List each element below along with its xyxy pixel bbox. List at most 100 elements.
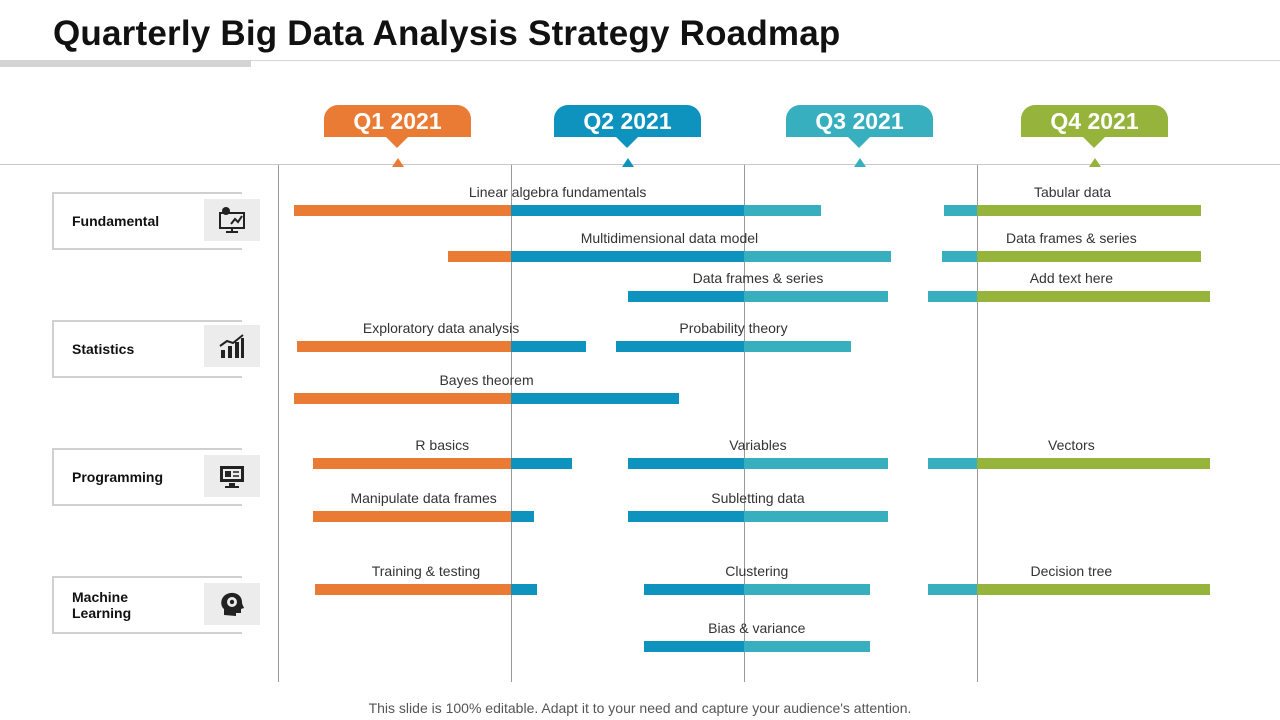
task-bar [312, 511, 535, 522]
task-bar-segment-q2 [510, 341, 586, 352]
task-bar-segment-q2 [510, 458, 572, 469]
task-bar-segment-q1 [296, 341, 511, 352]
task-bar-segment-q1 [448, 251, 511, 262]
task-bar-segment-q4 [976, 251, 1201, 262]
task-bar-segment-q2 [643, 641, 744, 652]
task-label: Manipulate data frames [350, 490, 497, 506]
task-bar-segment-q4 [976, 291, 1210, 302]
task-bar [944, 205, 1201, 216]
quarter-marker-icon [622, 158, 634, 167]
task-bar [627, 291, 889, 302]
task-label: Vectors [1048, 437, 1095, 453]
task-bar-segment-q2 [510, 584, 537, 595]
task-bar-segment-q3 [928, 584, 977, 595]
quarter-tag: Q1 2021 [324, 105, 471, 137]
category-label: Fundamental [72, 213, 160, 229]
task-label: Training & testing [371, 563, 481, 579]
task-bar-segment-q3 [743, 205, 821, 216]
task-bar-segment-q2 [510, 251, 744, 262]
category-label: Statistics [72, 341, 135, 357]
task-bar [643, 641, 870, 652]
task-bar-segment-q3 [744, 291, 889, 302]
quarter-tag-pointer [1083, 137, 1105, 148]
task-bar [294, 393, 679, 404]
task-bar [294, 205, 821, 216]
title-divider [0, 60, 1280, 61]
task-bar-segment-q3 [743, 641, 870, 652]
title-accent-bar [0, 61, 251, 67]
timeline-header-rule [0, 164, 1280, 165]
task-bar [942, 251, 1201, 262]
task-bar [296, 341, 586, 352]
task-bar-segment-q2 [627, 291, 744, 302]
task-label: Decision tree [1030, 563, 1113, 579]
task-label: Exploratory data analysis [362, 320, 520, 336]
task-bar [315, 584, 537, 595]
task-label: Data frames & series [692, 270, 824, 286]
quarter-tag-pointer [848, 137, 870, 148]
category-label: Programming [72, 469, 164, 485]
brain-gear-icon [204, 583, 260, 625]
task-bar [643, 584, 870, 595]
task-bar [627, 458, 889, 469]
task-bar-segment-q4 [976, 205, 1201, 216]
task-label: Data frames & series [1006, 230, 1137, 246]
timeline-left-gridline [278, 165, 279, 682]
task-bar-segment-q2 [510, 205, 744, 216]
quarter-marker-icon [1089, 158, 1101, 167]
task-bar-segment-q1 [312, 458, 511, 469]
task-bar [627, 511, 889, 522]
task-bar-segment-q1 [315, 584, 511, 595]
task-bar-segment-q2 [627, 458, 744, 469]
task-bar-segment-q3 [942, 251, 977, 262]
task-bar-segment-q4 [976, 584, 1210, 595]
task-bar [928, 291, 1215, 302]
task-bar-segment-q4 [976, 458, 1210, 469]
q3-q4-gridline [977, 165, 978, 682]
q1-q2-gridline [511, 165, 512, 682]
task-bar-segment-q2 [643, 584, 744, 595]
task-bar [448, 251, 891, 262]
task-bar-segment-q2 [510, 511, 535, 522]
quarter-tag: Q3 2021 [786, 105, 933, 137]
task-bar-segment-q1 [312, 511, 511, 522]
task-bar [615, 341, 852, 352]
task-bar-segment-q3 [743, 584, 870, 595]
task-label: Subletting data [711, 490, 805, 506]
task-label: Probability theory [679, 320, 788, 336]
quarter-tag-pointer [616, 137, 638, 148]
task-bar-segment-q3 [743, 251, 891, 262]
quarter-marker-icon [392, 158, 404, 167]
task-bar-segment-q2 [627, 511, 744, 522]
task-bar-segment-q3 [928, 458, 977, 469]
task-label: Variables [729, 437, 787, 453]
q2-q3-gridline [744, 165, 745, 682]
task-bar-segment-q3 [944, 205, 977, 216]
analytics-monitor-icon [204, 199, 260, 241]
task-bar [312, 458, 572, 469]
category-label: Machine Learning [72, 589, 132, 621]
quarter-marker-icon [854, 158, 866, 167]
task-label: Bayes theorem [439, 372, 534, 388]
task-label: Tabular data [1033, 184, 1112, 200]
task-bar-segment-q3 [744, 511, 889, 522]
task-label: Bias & variance [708, 620, 806, 636]
quarter-tag-pointer [386, 137, 408, 148]
task-label: R basics [415, 437, 470, 453]
task-bar [928, 584, 1215, 595]
task-bar-segment-q1 [294, 393, 511, 404]
quarter-tag: Q4 2021 [1021, 105, 1168, 137]
footer-note: This slide is 100% editable. Adapt it to… [368, 700, 912, 716]
task-bar-segment-q3 [928, 291, 977, 302]
page-title: Quarterly Big Data Analysis Strategy Roa… [53, 14, 841, 53]
task-label: Clustering [725, 563, 789, 579]
computer-screen-icon [204, 455, 260, 497]
task-label: Linear algebra fundamentals [468, 184, 647, 200]
growth-chart-icon [204, 325, 260, 367]
task-label: Add text here [1029, 270, 1113, 286]
task-bar-segment-q3 [743, 341, 852, 352]
quarter-tag: Q2 2021 [554, 105, 701, 137]
task-bar-segment-q1 [294, 205, 511, 216]
task-bar-segment-q2 [615, 341, 744, 352]
task-label: Multidimensional data model [580, 230, 759, 246]
